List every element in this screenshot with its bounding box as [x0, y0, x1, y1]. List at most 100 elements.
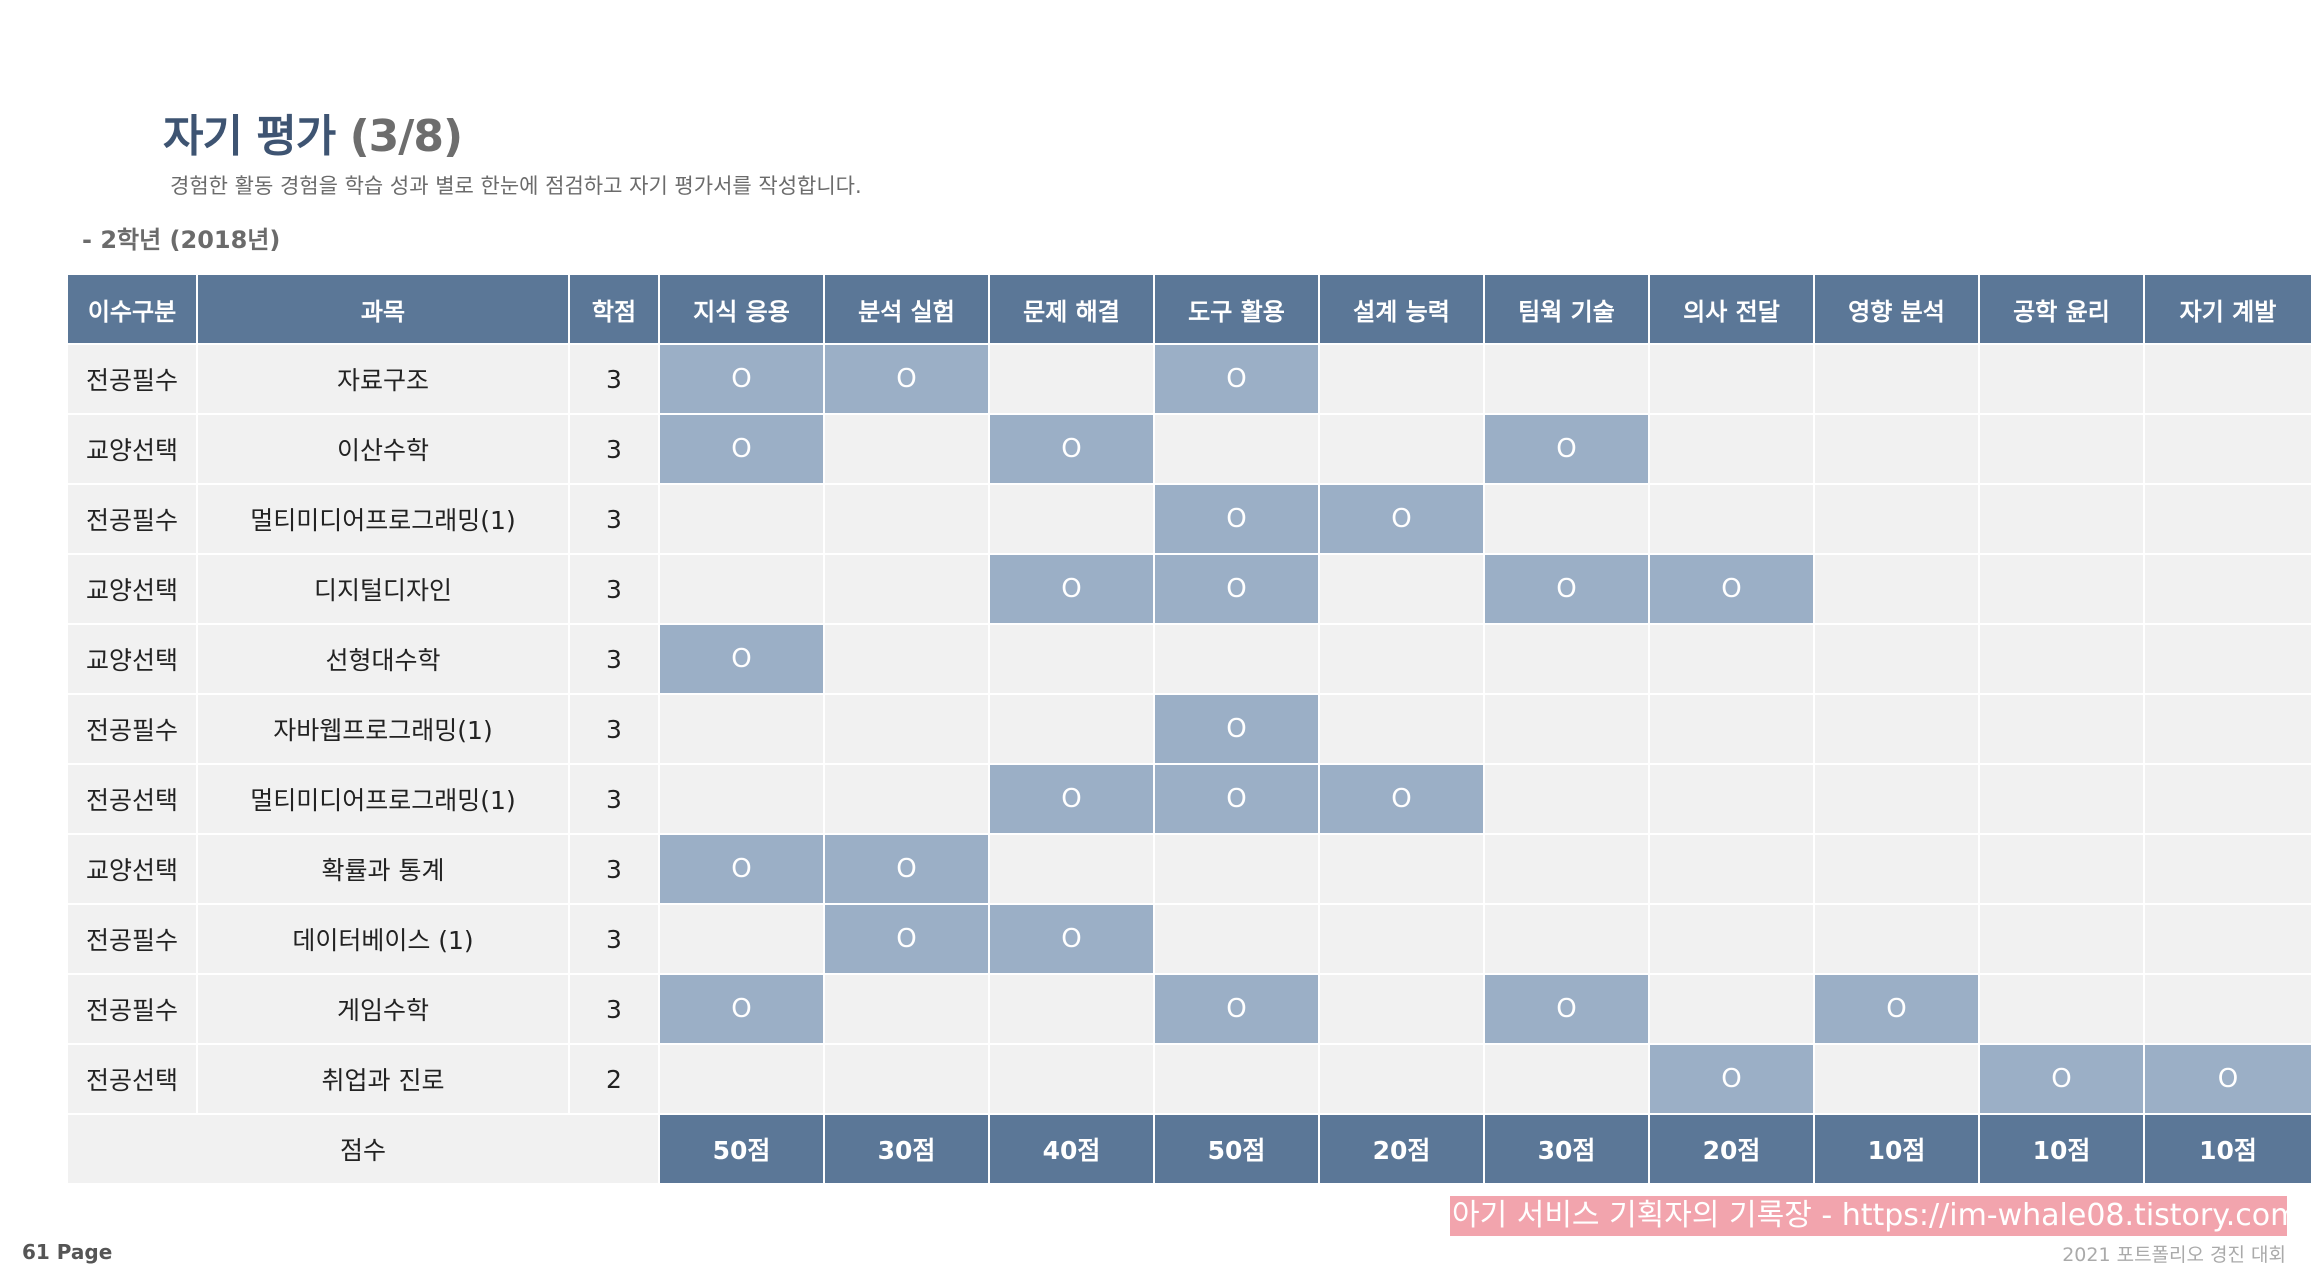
competency-empty-cell — [988, 343, 1155, 415]
competency-empty-cell — [1648, 623, 1815, 695]
competency-empty-cell — [658, 483, 825, 555]
competency-mark-cell: O — [823, 343, 990, 415]
competency-mark-cell: O — [658, 833, 825, 905]
competency-empty-cell — [988, 1043, 1155, 1115]
competency-mark-cell: O — [1648, 1043, 1815, 1115]
competency-empty-cell — [823, 693, 990, 765]
competency-empty-cell — [658, 1043, 825, 1115]
competency-empty-cell — [988, 833, 1155, 905]
table-row: 전공필수 데이터베이스 (1) 3 O O — [66, 903, 2313, 975]
title-main: 자기 평가 — [163, 111, 350, 162]
competency-mark-cell: O — [1153, 763, 1320, 835]
competency-mark-cell: O — [823, 903, 990, 975]
course-type-cell: 전공선택 — [66, 763, 198, 835]
credit-cell: 3 — [568, 623, 660, 695]
competency-empty-cell — [1978, 973, 2145, 1045]
score-label: 점수 — [66, 1113, 660, 1185]
competency-empty-cell — [1483, 833, 1650, 905]
contest-label: 2021 포트폴리오 경진 대회 — [2062, 1244, 2286, 1266]
competency-empty-cell — [1153, 833, 1320, 905]
competency-empty-cell — [658, 903, 825, 975]
competency-empty-cell — [1648, 903, 1815, 975]
competency-empty-cell — [1318, 693, 1485, 765]
table-row: 교양선택 이산수학 3 O O O — [66, 413, 2313, 485]
course-type-cell: 교양선택 — [66, 833, 198, 905]
competency-mark-cell: O — [1153, 973, 1320, 1045]
blog-watermark: 아기 서비스 기획자의 기록장 - https://im-whale08.tis… — [1450, 1196, 2309, 1236]
credit-cell: 3 — [568, 413, 660, 485]
column-header: 영향 분석 — [1813, 273, 1980, 345]
score-cell: 30점 — [823, 1113, 990, 1185]
competency-mark-cell: O — [988, 553, 1155, 625]
competency-empty-cell — [1318, 973, 1485, 1045]
competency-mark-cell: O — [1318, 763, 1485, 835]
competency-empty-cell — [823, 413, 990, 485]
column-header: 학점 — [568, 273, 660, 345]
competency-empty-cell — [1318, 553, 1485, 625]
credit-cell: 2 — [568, 1043, 660, 1115]
competency-empty-cell — [1978, 903, 2145, 975]
course-type-cell: 전공선택 — [66, 1043, 198, 1115]
column-header: 의사 전달 — [1648, 273, 1815, 345]
competency-empty-cell — [1813, 1043, 1980, 1115]
course-type-cell: 교양선택 — [66, 623, 198, 695]
course-name-cell: 멀티미디어프로그래밍(1) — [196, 763, 570, 835]
competency-mark-cell: O — [658, 623, 825, 695]
competency-empty-cell — [658, 693, 825, 765]
column-header: 과목 — [196, 273, 570, 345]
competency-mark-cell: O — [1483, 973, 1650, 1045]
score-cell: 40점 — [988, 1113, 1155, 1185]
score-cell: 50점 — [658, 1113, 825, 1185]
competency-mark-cell: O — [988, 903, 1155, 975]
competency-mark-cell: O — [658, 973, 825, 1045]
competency-empty-cell — [988, 693, 1155, 765]
competency-empty-cell — [1483, 623, 1650, 695]
table-row: 전공필수 게임수학 3 O O O O — [66, 973, 2313, 1045]
competency-empty-cell — [1813, 623, 1980, 695]
competency-empty-cell — [988, 483, 1155, 555]
competency-empty-cell — [2143, 623, 2313, 695]
course-name-cell: 선형대수학 — [196, 623, 570, 695]
competency-empty-cell — [2143, 763, 2313, 835]
page-subtitle: 경험한 활동 경험을 학습 성과 별로 한눈에 점검하고 자기 평가서를 작성합… — [170, 174, 862, 198]
course-type-cell: 교양선택 — [66, 413, 198, 485]
competency-mark-cell: O — [2143, 1043, 2313, 1115]
competency-empty-cell — [1978, 833, 2145, 905]
competency-empty-cell — [1978, 343, 2145, 415]
competency-empty-cell — [1483, 763, 1650, 835]
credit-cell: 3 — [568, 343, 660, 415]
competency-empty-cell — [1318, 903, 1485, 975]
score-cell: 20점 — [1648, 1113, 1815, 1185]
column-header: 이수구분 — [66, 273, 198, 345]
self-evaluation-table: 이수구분 과목 학점 지식 응용 분석 실험 문제 해결 도구 활용 설계 능력 팀웍 기술 의사… — [66, 273, 2313, 1185]
course-name-cell: 멀티미디어프로그래밍(1) — [196, 483, 570, 555]
competency-mark-cell: O — [1153, 693, 1320, 765]
competency-empty-cell — [823, 623, 990, 695]
competency-empty-cell — [1813, 483, 1980, 555]
competency-empty-cell — [1318, 833, 1485, 905]
course-name-cell: 데이터베이스 (1) — [196, 903, 570, 975]
competency-empty-cell — [1813, 413, 1980, 485]
competency-empty-cell — [1153, 413, 1320, 485]
score-cell: 10점 — [2143, 1113, 2313, 1185]
competency-empty-cell — [823, 483, 990, 555]
competency-mark-cell: O — [988, 413, 1155, 485]
competency-empty-cell — [1153, 903, 1320, 975]
credit-cell: 3 — [568, 693, 660, 765]
competency-mark-cell: O — [658, 413, 825, 485]
course-name-cell: 게임수학 — [196, 973, 570, 1045]
competency-empty-cell — [658, 553, 825, 625]
competency-mark-cell: O — [1483, 413, 1650, 485]
competency-empty-cell — [1648, 413, 1815, 485]
competency-mark-cell: O — [823, 833, 990, 905]
column-header: 설계 능력 — [1318, 273, 1485, 345]
course-type-cell: 전공필수 — [66, 973, 198, 1045]
competency-mark-cell: O — [658, 343, 825, 415]
score-cell: 10점 — [1978, 1113, 2145, 1185]
competency-empty-cell — [1978, 483, 2145, 555]
competency-mark-cell: O — [1813, 973, 1980, 1045]
competency-empty-cell — [2143, 903, 2313, 975]
course-name-cell: 확률과 통계 — [196, 833, 570, 905]
table-row: 전공필수 자바웹프로그래밍(1) 3 O — [66, 693, 2313, 765]
competency-empty-cell — [823, 1043, 990, 1115]
